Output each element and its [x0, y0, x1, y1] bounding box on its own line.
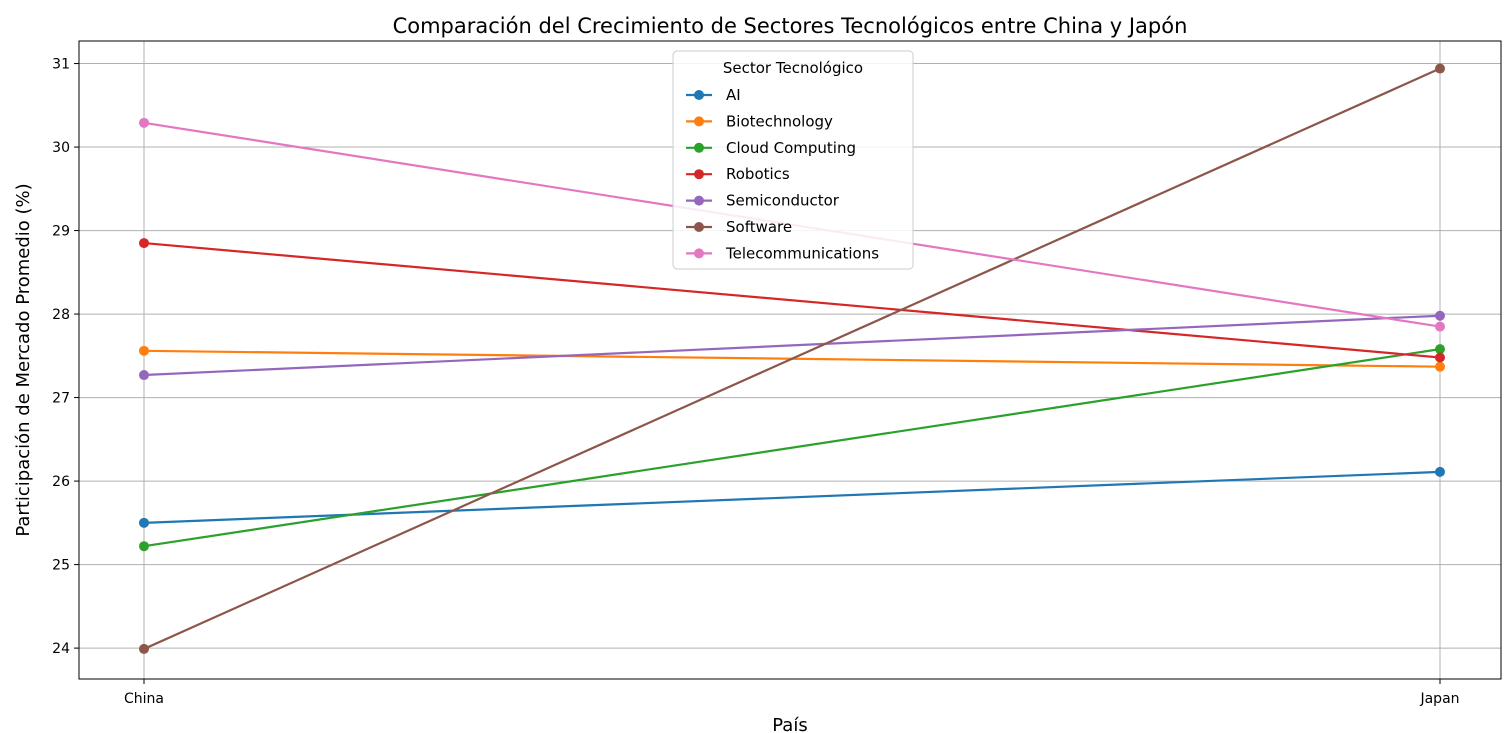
legend-label: Robotics	[726, 165, 790, 183]
data-point	[139, 345, 149, 356]
plot-frame	[78, 40, 1502, 680]
legend-item: AI	[686, 86, 741, 104]
legend-label: Semiconductor	[726, 192, 840, 210]
legend-marker	[694, 248, 704, 259]
data-point	[139, 117, 149, 128]
legend-label: Software	[726, 218, 792, 236]
series-line	[143, 470, 1441, 524]
data-point	[1435, 63, 1445, 74]
legend-label: AI	[726, 86, 741, 104]
y-tick-label: 28	[52, 307, 70, 323]
y-tick-label: 30	[52, 140, 70, 156]
data-point	[139, 370, 149, 381]
y-tick-label: 26	[52, 474, 70, 490]
x-tick-label: Japan	[1419, 691, 1459, 707]
legend-item: Software	[686, 218, 792, 236]
series-line	[143, 241, 1441, 359]
legend-label: Telecommunications	[725, 244, 879, 262]
y-tick-label: 29	[52, 224, 70, 240]
series-software	[139, 63, 1445, 654]
y-tick-label: 25	[52, 558, 70, 574]
legend-box	[672, 50, 914, 270]
legend-label: Cloud Computing	[726, 139, 856, 157]
legend-marker	[694, 116, 704, 127]
legend-marker	[694, 142, 704, 153]
data-point	[1435, 466, 1445, 477]
series-line	[143, 67, 1441, 650]
legend-item: Semiconductor	[686, 192, 840, 210]
data-point	[139, 643, 149, 654]
legend-title: Sector Tecnológico	[723, 59, 863, 77]
legend-item: Biotechnology	[686, 112, 833, 130]
series-line	[143, 348, 1441, 548]
series-line	[143, 314, 1441, 377]
legend-item: Telecommunications	[686, 244, 879, 262]
y-tick-label: 27	[52, 391, 70, 407]
series-cloud-computing	[139, 344, 1445, 552]
legend-item: Robotics	[686, 165, 790, 183]
legend-label: Biotechnology	[726, 112, 833, 130]
legend-item: Cloud Computing	[686, 139, 856, 157]
x-axis-ticks: China Japan	[124, 679, 1460, 707]
series-robotics	[139, 238, 1445, 363]
data-point	[1435, 361, 1445, 372]
data-point	[1435, 310, 1445, 321]
data-point	[139, 517, 149, 528]
legend-marker	[694, 90, 704, 100]
legend-marker	[694, 169, 704, 180]
chart-title: Comparación del Crecimiento de Sectores …	[393, 14, 1188, 38]
data-point	[139, 541, 149, 552]
y-tick-label: 31	[52, 57, 70, 73]
series-ai	[139, 466, 1445, 528]
data-point	[139, 238, 149, 249]
y-tick-label: 24	[52, 641, 70, 657]
x-axis-label: País	[772, 715, 807, 733]
y-axis-label: Participación de Mercado Promedio (%)	[13, 183, 34, 536]
data-point	[1435, 352, 1445, 363]
series-semiconductor	[139, 310, 1445, 381]
x-tick-label: China	[124, 691, 164, 707]
data-point	[1435, 321, 1445, 332]
legend-marker	[694, 195, 704, 206]
y-axis-ticks: 24 25 26 27 28 29 30 31	[52, 57, 79, 657]
data-point	[1435, 344, 1445, 355]
legend: Sector Tecnológico AI Biotechnology Cloud …	[672, 50, 914, 270]
legend-marker	[694, 222, 704, 232]
